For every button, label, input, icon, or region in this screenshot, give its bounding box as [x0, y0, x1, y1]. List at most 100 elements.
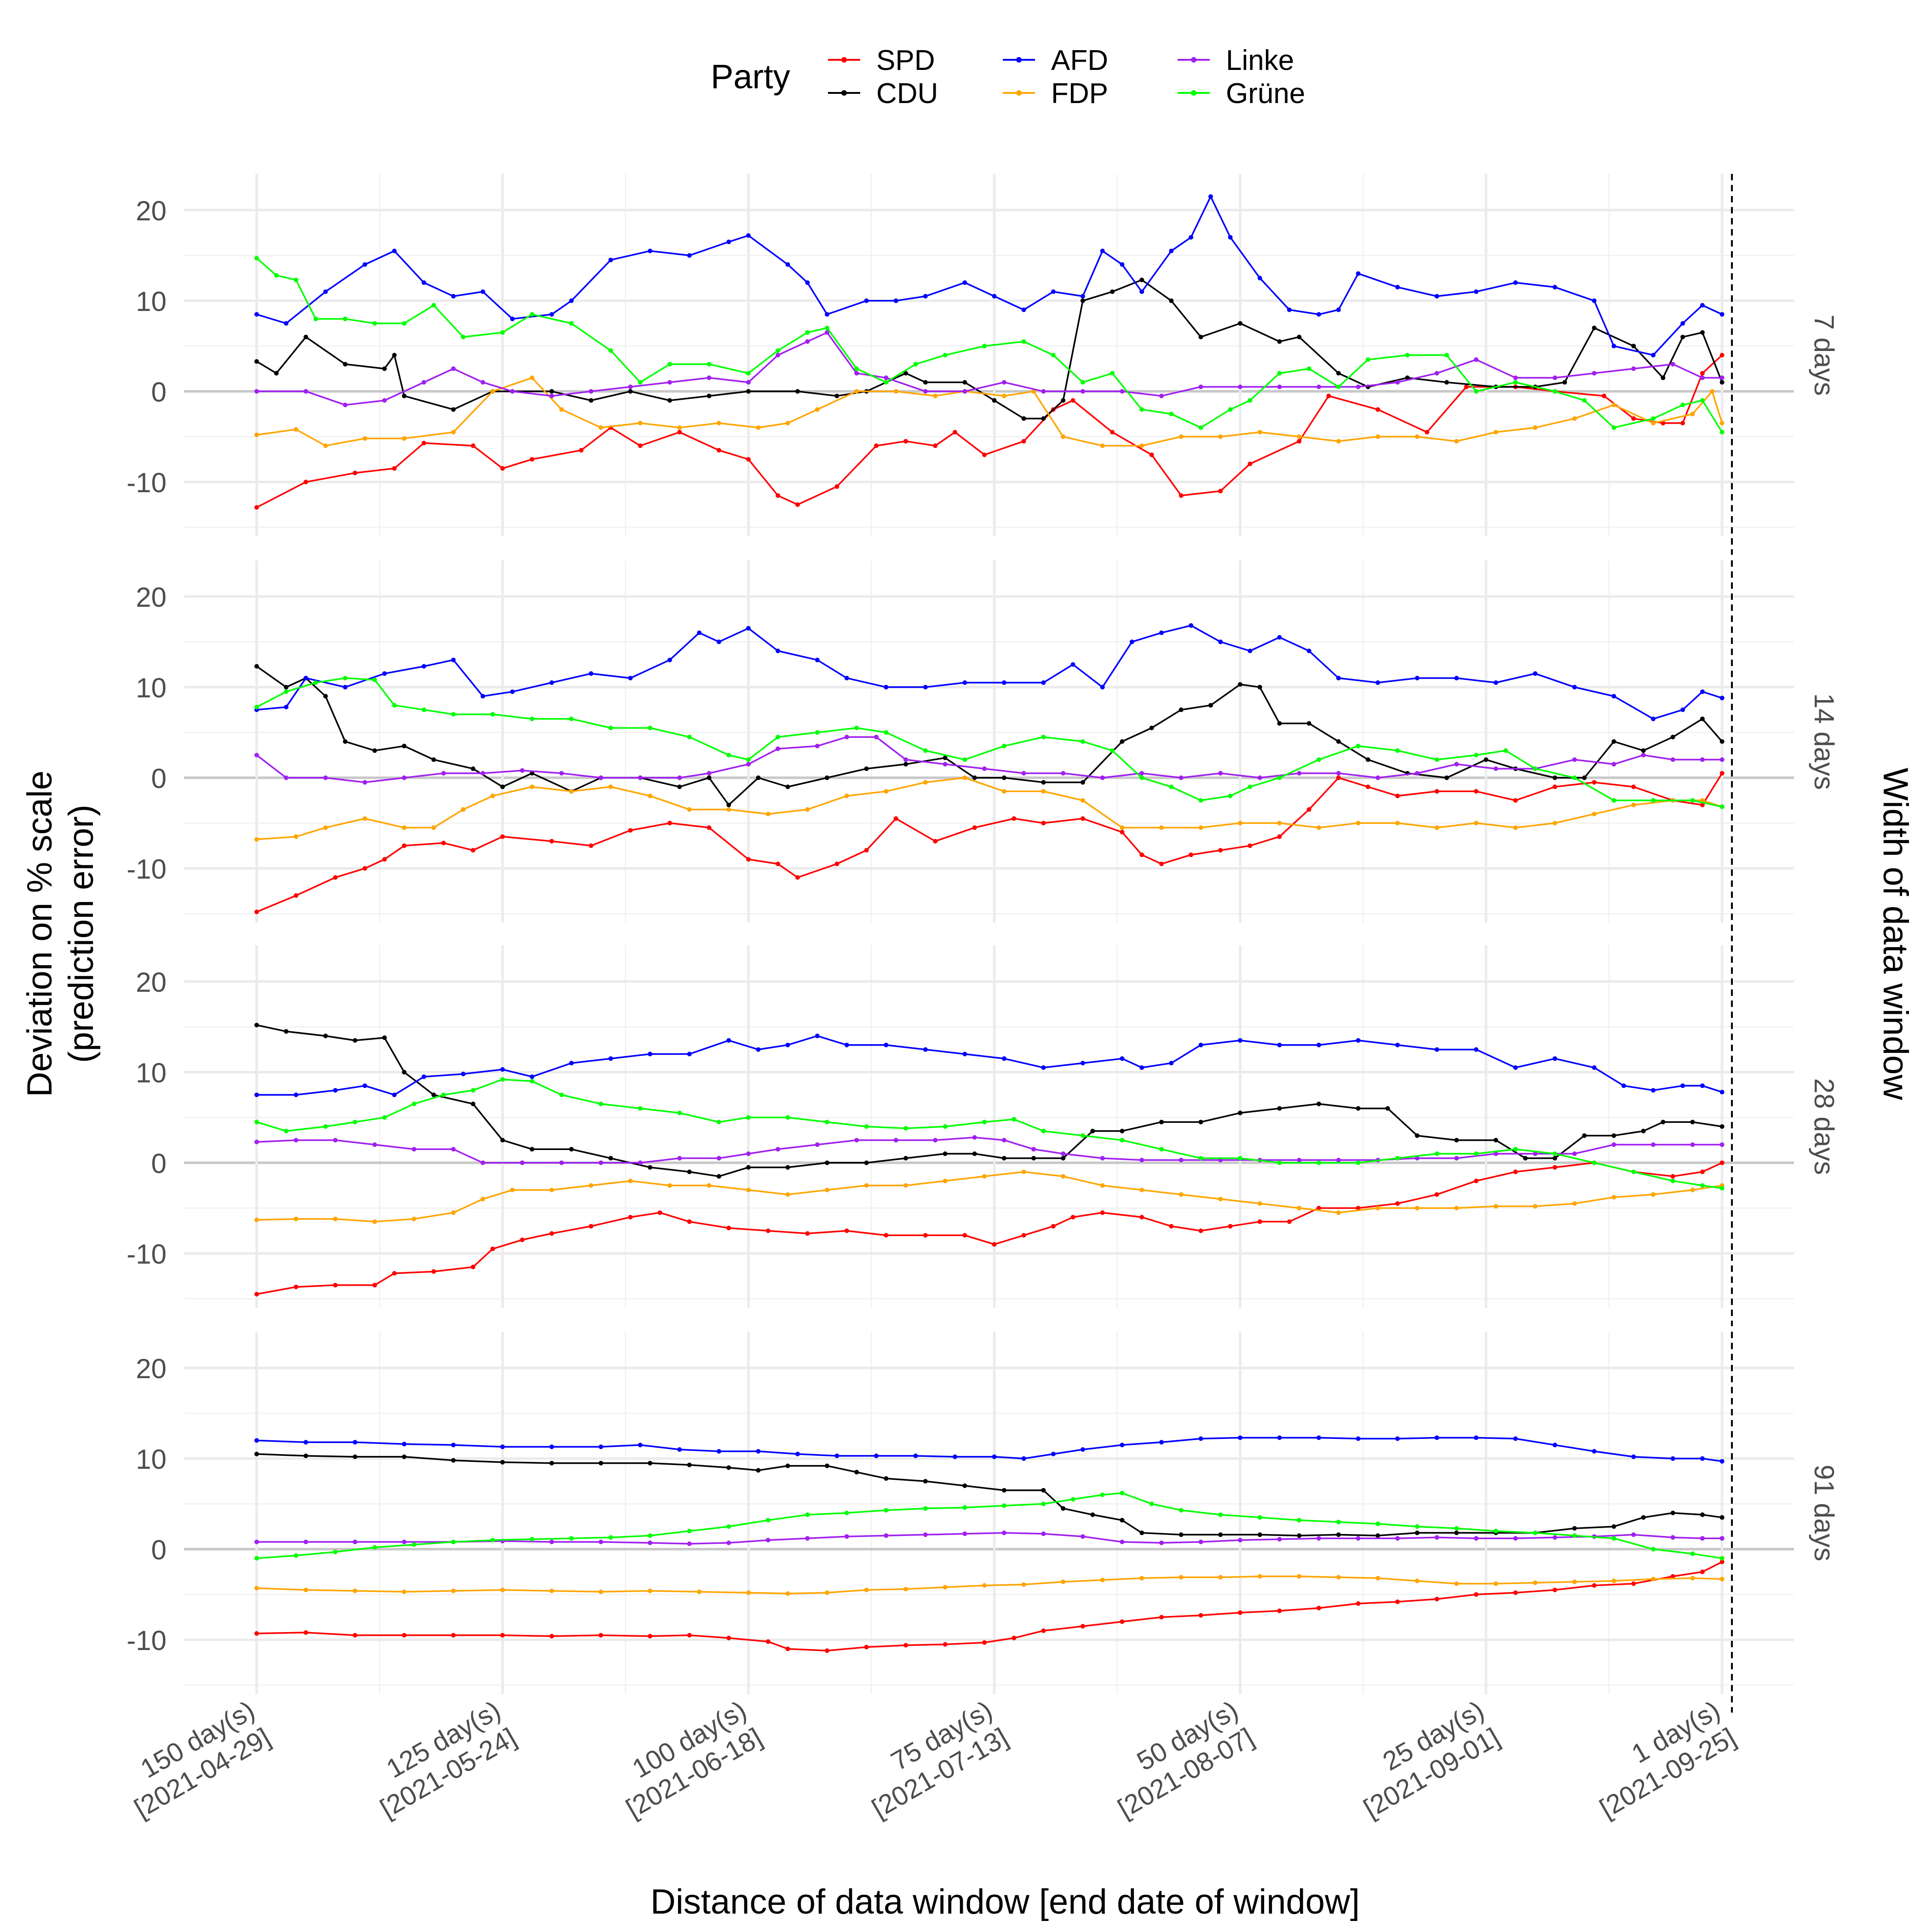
data-point — [1070, 1215, 1075, 1219]
data-point — [795, 875, 800, 880]
data-point — [1395, 821, 1400, 826]
data-point — [1277, 1537, 1282, 1542]
series-line-cdu — [256, 279, 1723, 420]
data-point — [972, 825, 977, 830]
data-point — [1238, 1038, 1242, 1043]
data-point — [707, 825, 712, 830]
data-point — [1080, 1534, 1085, 1539]
data-point — [1661, 420, 1666, 426]
data-point — [962, 1233, 967, 1238]
data-point — [923, 294, 928, 299]
data-point — [1257, 684, 1262, 690]
data-point — [303, 1630, 308, 1635]
data-point — [962, 757, 967, 762]
data-point — [1287, 1219, 1292, 1224]
data-point — [1120, 1490, 1125, 1495]
data-point — [1277, 371, 1282, 376]
data-point — [638, 1443, 643, 1448]
data-point — [1414, 1206, 1420, 1211]
data-point — [834, 1453, 840, 1458]
data-point — [500, 1067, 505, 1072]
legend-item-linke: Linke — [1178, 45, 1294, 76]
data-point — [1218, 1532, 1223, 1537]
data-point — [746, 857, 751, 862]
data-point — [520, 768, 525, 773]
data-point — [451, 407, 456, 412]
data-point — [1395, 1536, 1400, 1541]
data-point — [1061, 1151, 1066, 1156]
data-point — [1700, 1083, 1705, 1088]
data-point — [657, 1210, 662, 1215]
legend-label: Linke — [1226, 45, 1294, 76]
series-line-afd — [256, 1437, 1722, 1462]
data-point — [1690, 1576, 1695, 1581]
data-point — [1651, 353, 1656, 357]
x-axis-title: Distance of data window [end date of win… — [650, 1882, 1360, 1921]
data-point — [549, 389, 554, 394]
series-gruene — [254, 1490, 1725, 1561]
data-point — [893, 298, 898, 303]
data-point — [1317, 1042, 1321, 1047]
data-point — [451, 430, 456, 435]
data-point — [1434, 1597, 1439, 1602]
data-point — [1317, 825, 1321, 830]
data-point — [1670, 1174, 1675, 1179]
data-point — [765, 1639, 770, 1644]
data-point — [648, 1541, 653, 1545]
data-point — [1356, 271, 1361, 276]
data-point — [1582, 398, 1587, 403]
data-point — [628, 1179, 633, 1184]
data-point — [1690, 1551, 1695, 1556]
data-point — [1139, 1187, 1144, 1192]
data-point — [1719, 1556, 1725, 1561]
data-point — [461, 807, 466, 812]
data-point — [716, 1120, 721, 1125]
data-point — [1336, 771, 1341, 776]
data-point — [1651, 798, 1656, 803]
series-spd — [254, 1559, 1725, 1653]
data-point — [1552, 389, 1558, 394]
data-point — [254, 837, 259, 842]
data-point — [1139, 852, 1144, 857]
legend-label: SPD — [876, 45, 935, 76]
data-point — [293, 834, 299, 839]
data-point — [549, 839, 554, 844]
data-point — [1051, 1451, 1056, 1456]
data-point — [1159, 1440, 1164, 1445]
data-point — [776, 649, 781, 653]
data-point — [1336, 385, 1341, 389]
data-point — [402, 1589, 407, 1594]
data-point — [1474, 1047, 1479, 1052]
data-point — [1100, 443, 1105, 448]
data-point — [1572, 684, 1577, 690]
data-point — [962, 1052, 967, 1057]
data-point — [1080, 739, 1085, 744]
data-point — [1041, 389, 1046, 394]
data-point — [461, 334, 466, 339]
data-point — [1120, 389, 1125, 394]
data-point — [1474, 789, 1479, 794]
data-point — [313, 316, 318, 322]
data-point — [392, 1092, 397, 1098]
data-point — [726, 807, 731, 812]
data-point — [529, 1147, 535, 1152]
data-point — [707, 362, 712, 367]
data-point — [1719, 1459, 1725, 1464]
data-point — [707, 775, 712, 780]
data-point — [1021, 771, 1026, 776]
data-point — [382, 398, 387, 403]
data-point — [500, 330, 505, 335]
data-point — [1680, 402, 1685, 408]
data-point — [1719, 312, 1725, 317]
data-point — [884, 1233, 889, 1238]
data-point — [854, 366, 859, 371]
data-point — [254, 664, 259, 669]
data-point — [352, 1540, 357, 1544]
data-point — [1474, 1536, 1479, 1541]
data-point — [825, 775, 829, 780]
data-point — [628, 389, 633, 394]
data-point — [962, 1483, 967, 1488]
data-point — [1582, 1133, 1587, 1138]
data-point — [1611, 1578, 1616, 1583]
